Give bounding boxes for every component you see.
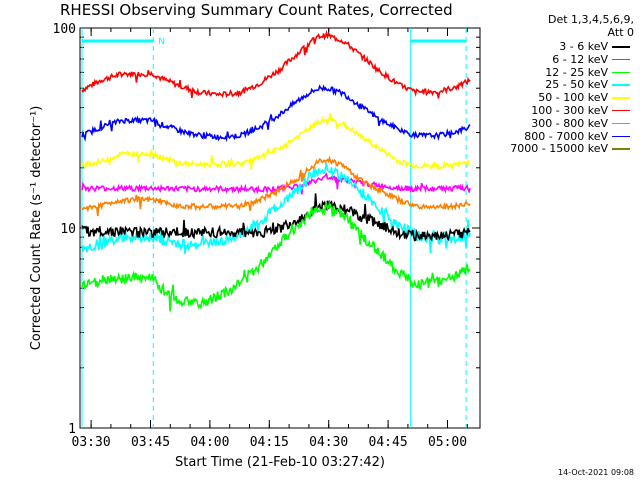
legend: 3 - 6 keV 6 - 12 keV 12 - 25 keV 25 - 50 ke… — [470, 40, 636, 155]
series-line — [81, 84, 471, 143]
legend-swatch — [612, 109, 630, 112]
legend-entry: 6 - 12 keV — [470, 53, 636, 66]
generation-date: 14-Oct-2021 09:08 — [558, 468, 634, 477]
legend-label: 50 - 100 keV — [538, 91, 608, 105]
x-axis-title: Start Time (21-Feb-10 03:27:42) — [175, 455, 385, 470]
y-axis-title: Corrected Count Rate (s⁻¹ detector⁻¹) — [29, 106, 44, 351]
legend-swatch — [612, 135, 630, 138]
night-flag: N — [158, 37, 165, 47]
legend-swatch — [612, 148, 630, 150]
legend-label: 100 - 300 keV — [531, 103, 608, 117]
attenuator-state: Att 0 — [607, 26, 634, 39]
legend-swatch — [612, 71, 630, 74]
detector-list: Det 1,3,4,5,6,9, — [547, 13, 634, 26]
y-tick-label: 1 — [68, 422, 76, 437]
legend-label: 3 - 6 keV — [559, 40, 608, 53]
y-tick-label: 10 — [60, 222, 76, 237]
legend-entry: 100 - 300 keV — [470, 104, 636, 117]
legend-swatch — [612, 97, 630, 99]
x-tick-label: 05:00 — [428, 435, 467, 450]
x-tick-label: 04:30 — [309, 435, 348, 450]
series-line — [81, 29, 471, 99]
legend-entry: 50 - 100 keV — [470, 91, 636, 104]
legend-label: 300 - 800 keV — [531, 116, 608, 130]
series-line — [81, 193, 471, 242]
legend-label: 800 - 7000 keV — [524, 129, 608, 143]
legend-entry: 25 - 50 keV — [470, 78, 636, 91]
series-line — [81, 113, 471, 171]
legend-entry: 12 - 25 keV — [470, 66, 636, 79]
y-tick-label: 100 — [53, 22, 76, 37]
x-tick-label: 04:15 — [250, 435, 289, 450]
legend-swatch — [612, 122, 630, 125]
x-tick-label: 04:45 — [369, 435, 408, 450]
x-tick-label: 03:30 — [72, 435, 111, 450]
legend-label: 12 - 25 keV — [545, 65, 608, 79]
legend-label: 6 - 12 keV — [552, 52, 608, 66]
legend-swatch — [612, 84, 630, 86]
chart-title: RHESSI Observing Summary Count Rates, Co… — [60, 1, 453, 19]
legend-entry: 800 - 7000 keV — [470, 130, 636, 143]
legend-entry: 300 - 800 keV — [470, 117, 636, 130]
legend-label: 7000 - 15000 keV — [510, 142, 608, 156]
legend-entry: 3 - 6 keV — [470, 40, 636, 53]
legend-swatch — [612, 58, 630, 61]
series-line — [81, 162, 471, 255]
series-line — [81, 172, 471, 195]
legend-entry: 7000 - 15000 keV — [470, 142, 636, 155]
legend-swatch — [612, 46, 630, 48]
x-tick-label: 04:00 — [190, 435, 229, 450]
x-tick-label: 03:45 — [131, 435, 170, 450]
legend-label: 25 - 50 keV — [545, 78, 608, 92]
series-line — [81, 200, 471, 312]
series-line — [81, 155, 471, 217]
